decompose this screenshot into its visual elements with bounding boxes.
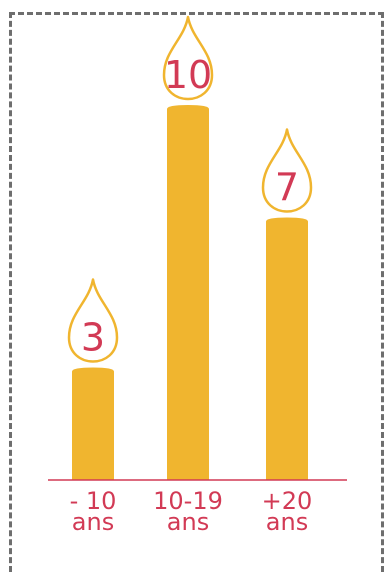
flame-3 <box>261 128 313 213</box>
category-label-3-line2: ans <box>266 508 308 536</box>
flames-group <box>67 15 313 363</box>
flame-2 <box>162 15 214 101</box>
category-label-1: - 10 <box>70 487 117 515</box>
category-label-3: +20 <box>262 487 313 515</box>
category-label-2: 10-19 <box>153 487 223 515</box>
value-labels-group: 3 10 7 <box>81 53 299 360</box>
dashed-frame <box>9 12 384 572</box>
bar-2 <box>167 105 209 480</box>
value-label-2: 10 <box>164 53 212 97</box>
bars-group <box>72 105 308 480</box>
flame-1 <box>67 278 119 363</box>
value-label-1: 3 <box>81 316 105 360</box>
bar-1 <box>72 367 114 480</box>
category-label-1-line2: ans <box>72 508 114 536</box>
bar-3 <box>266 217 308 480</box>
value-label-3: 7 <box>275 166 299 210</box>
category-label-2-line2: ans <box>167 508 209 536</box>
